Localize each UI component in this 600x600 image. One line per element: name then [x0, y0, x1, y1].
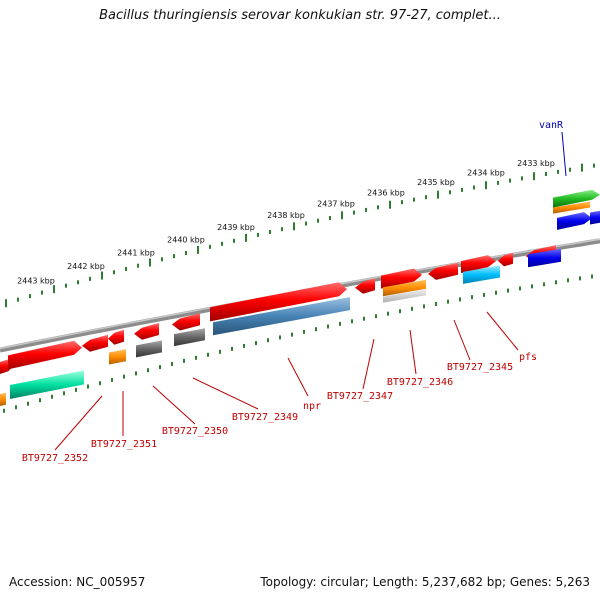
gene-red [8, 340, 82, 370]
gene-orange [109, 349, 126, 365]
gene-red [82, 334, 108, 352]
gene-blue [590, 210, 600, 225]
map-title: Bacillus thuringiensis serovar konkukian… [99, 8, 501, 23]
gene-red [172, 313, 200, 331]
gene-orange [383, 279, 426, 297]
gene-red [381, 268, 422, 289]
gene-gray [174, 328, 205, 347]
label-leader-lines [54, 131, 567, 451]
ruler-label: 2443 kbp [17, 276, 55, 285]
gene-features [0, 189, 600, 406]
gene-green [553, 189, 600, 208]
ruler-ticks [5, 163, 595, 308]
inner-ticks [3, 274, 593, 413]
gene-label: pfs [519, 352, 537, 363]
gene-cyan [463, 265, 500, 284]
gene-red [355, 278, 375, 294]
gene-orange [0, 392, 6, 406]
gene-blue [557, 212, 592, 230]
ruler-label: 2440 kbp [167, 235, 205, 244]
ruler-label: 2434 kbp [467, 168, 505, 177]
ruler-label: 2439 kbp [217, 223, 255, 232]
gene-label: BT9727_2349 [232, 412, 298, 423]
leader-line [486, 311, 519, 351]
gene-red [108, 329, 124, 345]
gene-red [498, 252, 513, 267]
gene-red [461, 255, 496, 274]
gene-label: npr [303, 401, 321, 412]
leader-line [561, 131, 567, 177]
leader-line [152, 385, 196, 425]
gene-label: BT9727_2347 [327, 391, 393, 402]
ruler-label: 2437 kbp [317, 199, 355, 208]
gene-label: BT9727_2352 [22, 453, 88, 464]
gene-red [210, 282, 347, 322]
topology-text: Topology: circular; Length: 5,237,682 bp… [260, 575, 590, 589]
gene-gray [136, 340, 162, 358]
gene-mint [10, 370, 84, 400]
leader-line [54, 395, 103, 451]
gene-label: BT9727_2351 [91, 439, 157, 450]
ruler-label: 2442 kbp [67, 262, 105, 271]
ruler-label: 2433 kbp [517, 159, 555, 168]
gene-steelblue [213, 297, 350, 336]
leader-line [287, 357, 309, 397]
gene-blue [528, 248, 561, 268]
ruler-label: 2436 kbp [367, 188, 405, 197]
gene-labels: vanR pfs BT9727_2345 BT9727_2346 BT9727_2347… [22, 120, 564, 464]
gene-orange [553, 201, 590, 214]
ruler-label: 2435 kbp [417, 178, 455, 187]
leader-line [409, 329, 417, 375]
leader-line [453, 319, 471, 361]
gene-label: BT9727_2346 [387, 377, 453, 388]
ruler-labels: 2443 kbp 2442 kbp 2441 kbp 2440 kbp 2439 kbp… [17, 159, 555, 285]
gene-silver [383, 289, 426, 303]
gene-red [428, 262, 458, 280]
gene-label: vanR [539, 120, 564, 131]
leader-line [192, 377, 259, 410]
ruler-label: 2441 kbp [117, 249, 155, 258]
gene-label: BT9727_2350 [162, 426, 228, 437]
ruler-label: 2438 kbp [267, 211, 305, 220]
leader-line [362, 338, 375, 390]
gene-red [134, 322, 159, 340]
accession-text: Accession: NC_005957 [9, 575, 146, 589]
gene-label: BT9727_2345 [447, 362, 513, 373]
